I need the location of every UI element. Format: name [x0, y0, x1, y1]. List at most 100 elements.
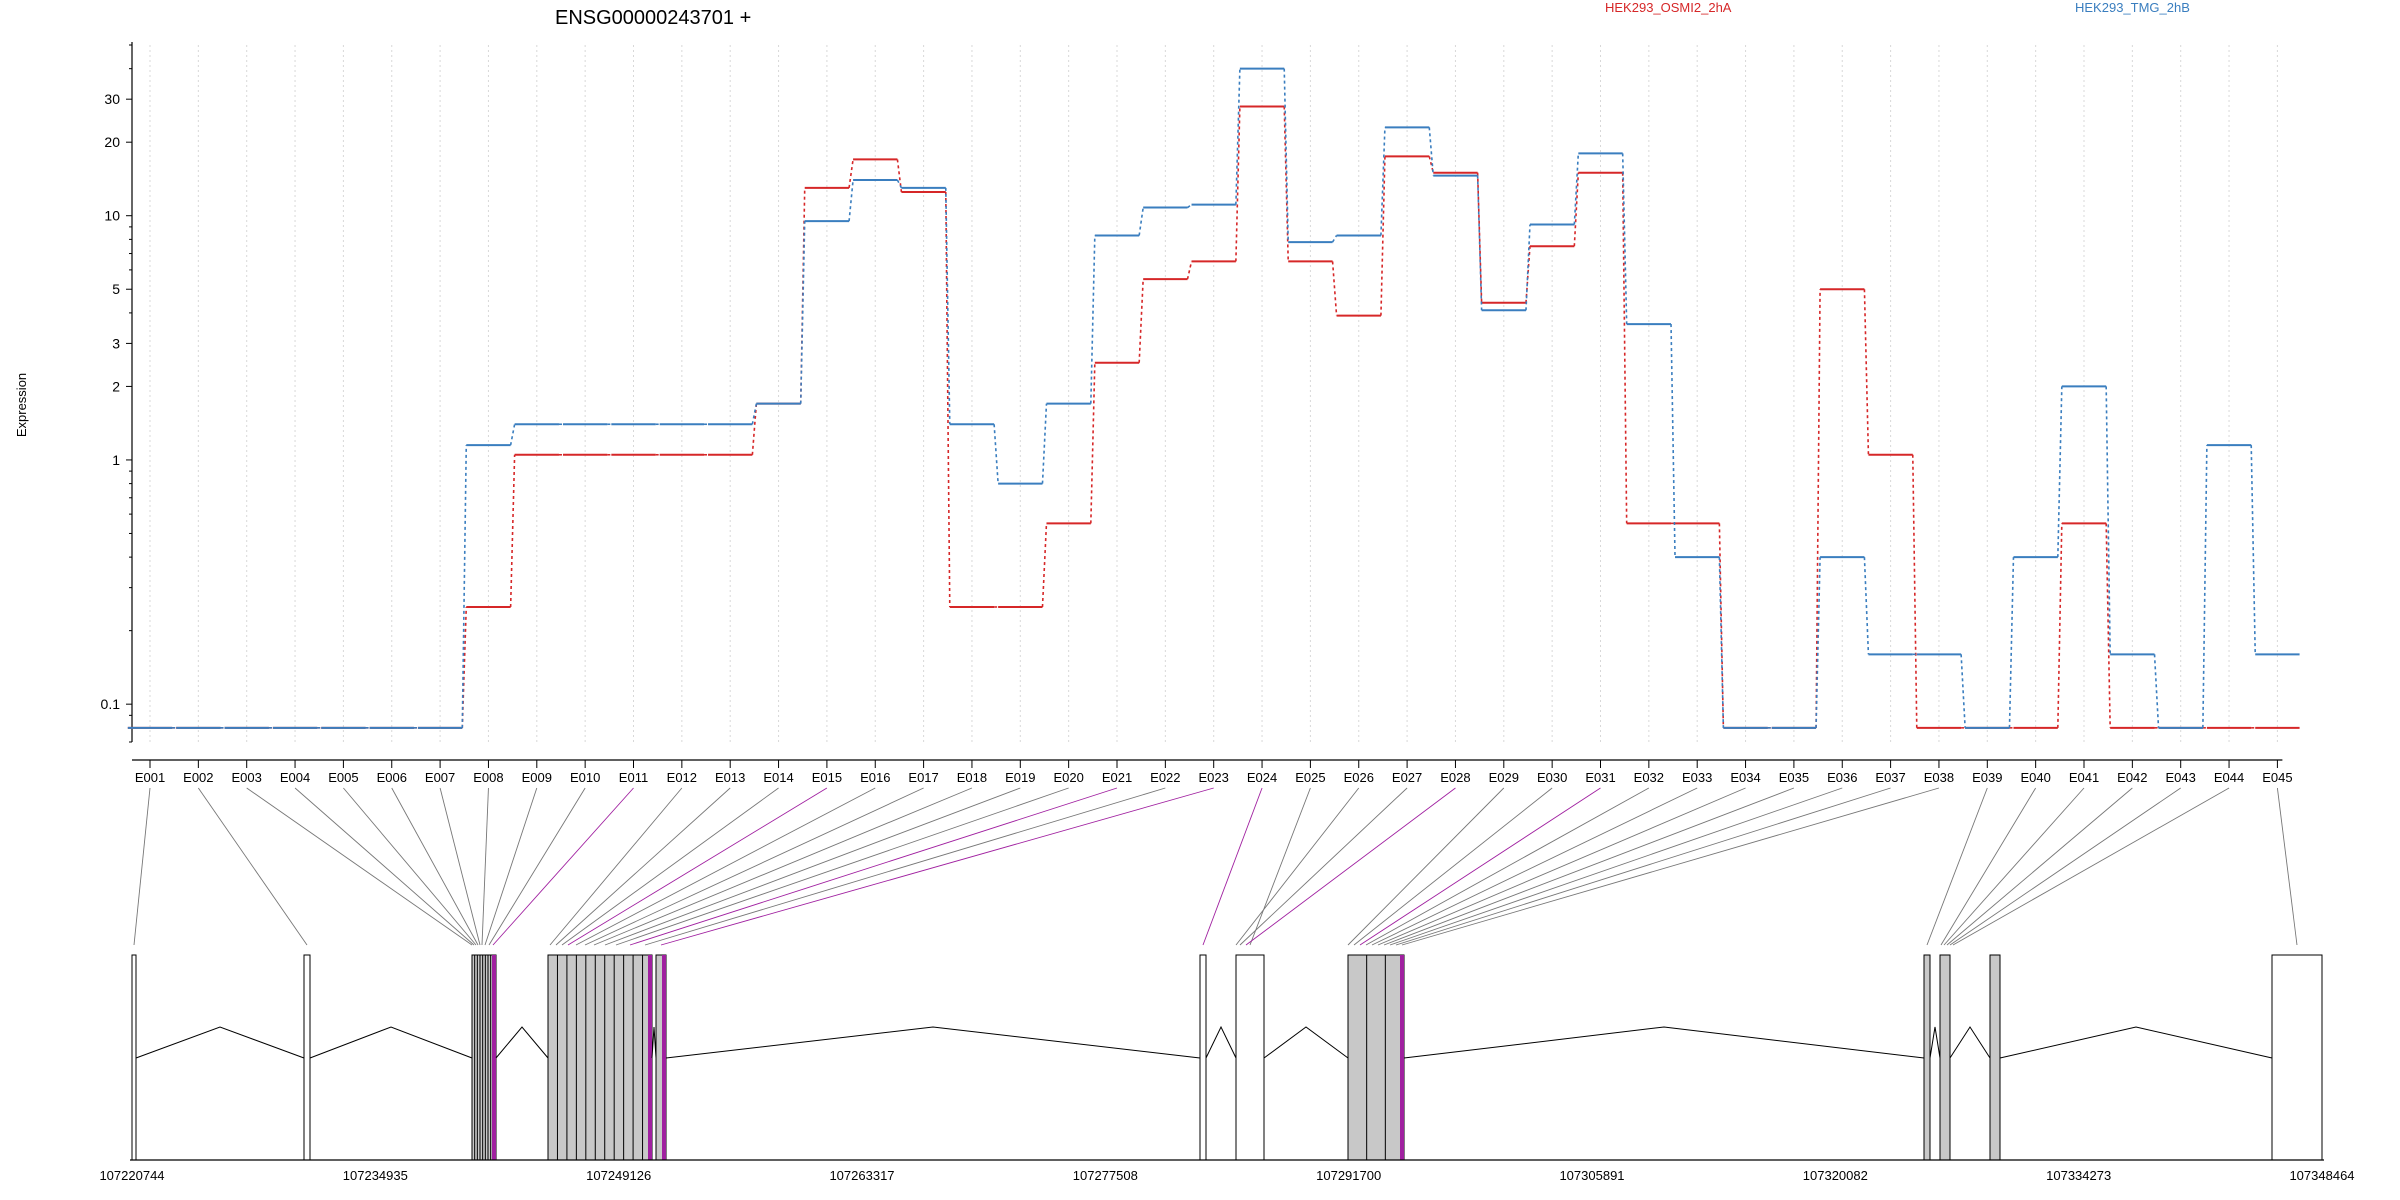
step-connector	[1863, 289, 1870, 455]
exon-connector	[1235, 787, 1360, 946]
step-connector	[1863, 557, 1870, 655]
step-connector	[2057, 386, 2063, 558]
x-tick-label: E040	[2020, 770, 2050, 785]
step-connector	[2153, 654, 2160, 728]
step-connector	[751, 403, 758, 455]
x-tick-label: E002	[183, 770, 213, 785]
intron-line	[1949, 1026, 1991, 1059]
x-tick-label: E023	[1199, 770, 1229, 785]
coordinate-label: 107348464	[2289, 1168, 2354, 1183]
x-tick-label: E017	[908, 770, 938, 785]
step-connector	[1621, 172, 1628, 524]
y-tick-label: 3	[112, 335, 120, 351]
y-tick-label: 2	[112, 378, 120, 394]
exon-connector	[1940, 787, 2037, 946]
exon-connector	[343, 787, 477, 946]
x-tick-label: E028	[1440, 770, 1470, 785]
exon-connector	[391, 787, 479, 946]
x-tick-label: E010	[570, 770, 600, 785]
coordinate-label: 107320082	[1803, 1168, 1868, 1183]
exon-connector	[439, 787, 481, 946]
exon-connector	[1202, 787, 1263, 946]
step-connector	[1090, 235, 1096, 404]
step-connector	[509, 454, 516, 608]
intron-line	[1205, 1025, 1237, 1059]
step-connector	[1960, 654, 1966, 728]
step-connector	[1525, 224, 1531, 311]
exon-block	[1347, 954, 1405, 1161]
step-connector	[1428, 127, 1435, 176]
x-tick-label: E004	[280, 770, 310, 785]
step-connector	[1283, 68, 1290, 243]
exon-connector	[294, 787, 475, 946]
intron-line	[309, 1026, 473, 1059]
x-tick-label: E011	[619, 770, 648, 785]
y-tick-label: 10	[104, 208, 120, 224]
x-tick-label: E013	[715, 770, 745, 785]
exon-connector	[1371, 787, 1698, 946]
exon-block	[1923, 954, 1931, 1161]
exon-connector	[1949, 787, 2181, 946]
x-tick-label: E006	[377, 770, 407, 785]
step-connector	[2105, 523, 2111, 728]
exon-connector	[561, 787, 779, 946]
step-connector	[1090, 362, 1096, 524]
exon-connector	[549, 787, 683, 946]
coordinate-label: 107305891	[1559, 1168, 1624, 1183]
x-tick-label: E018	[957, 770, 987, 785]
x-tick-label: E034	[1730, 770, 1760, 785]
step-connector	[1138, 207, 1144, 236]
exon-connector	[660, 787, 1214, 946]
x-tick-label: E031	[1585, 770, 1615, 785]
coordinate-label: 107220744	[99, 1168, 164, 1183]
exon-connector	[575, 787, 876, 946]
exon-block	[131, 954, 137, 1161]
step-connector	[509, 424, 516, 446]
exon-connector	[555, 787, 731, 946]
step-connector	[1138, 279, 1144, 363]
step-connector	[1235, 68, 1241, 205]
exon-connector	[488, 787, 586, 946]
x-tick-label: E003	[232, 770, 262, 785]
x-tick-label: E012	[667, 770, 697, 785]
intron-line	[651, 1026, 657, 1059]
step-connector	[1380, 156, 1386, 316]
x-tick-label: E032	[1634, 770, 1664, 785]
coordinate-label: 107249126	[586, 1168, 651, 1183]
exon-connector	[133, 787, 151, 946]
step-connector	[848, 179, 854, 222]
exon-connector	[1926, 787, 1988, 946]
intron-line	[1403, 1026, 1925, 1059]
step-connector	[1815, 557, 1821, 728]
coordinate-label: 107234935	[343, 1168, 408, 1183]
x-tick-label: E033	[1682, 770, 1712, 785]
step-connector	[1911, 454, 1918, 728]
x-tick-label: E022	[1150, 770, 1180, 785]
step-connector	[848, 159, 854, 188]
exon-connector	[246, 787, 473, 946]
step-connector	[799, 221, 806, 404]
exon-connector	[481, 787, 489, 946]
coordinate-label: 107291700	[1316, 1168, 1381, 1183]
x-tick-label: E009	[522, 770, 552, 785]
y-axis-label: Expression	[14, 373, 29, 437]
step-connector	[1331, 261, 1338, 316]
exon-block	[1235, 954, 1265, 1161]
exon-connector	[1946, 787, 2133, 946]
plot-area: 0.1 1 2 3 5 10 20 30 E001 E002 E003 E004 E005 E006 E00…	[101, 42, 2300, 785]
exon-connector	[1377, 787, 1746, 946]
x-tick-label: E008	[473, 770, 503, 785]
x-tick-label: E005	[328, 770, 358, 785]
x-tick-label: E014	[763, 770, 793, 785]
exon-block	[1989, 954, 2001, 1161]
highlighted-exon	[1400, 955, 1404, 1160]
y-tick-label: 0.1	[101, 696, 121, 712]
step-connector	[896, 179, 903, 189]
y-tick-label: 30	[104, 91, 120, 107]
y-tick-label: 1	[112, 452, 120, 468]
chart-title: ENSG00000243701 +	[555, 7, 751, 29]
exon-connector	[2276, 787, 2298, 946]
exon-connector	[615, 787, 1069, 946]
exon-connector	[1353, 787, 1553, 946]
x-tick-label: E001	[135, 770, 165, 785]
